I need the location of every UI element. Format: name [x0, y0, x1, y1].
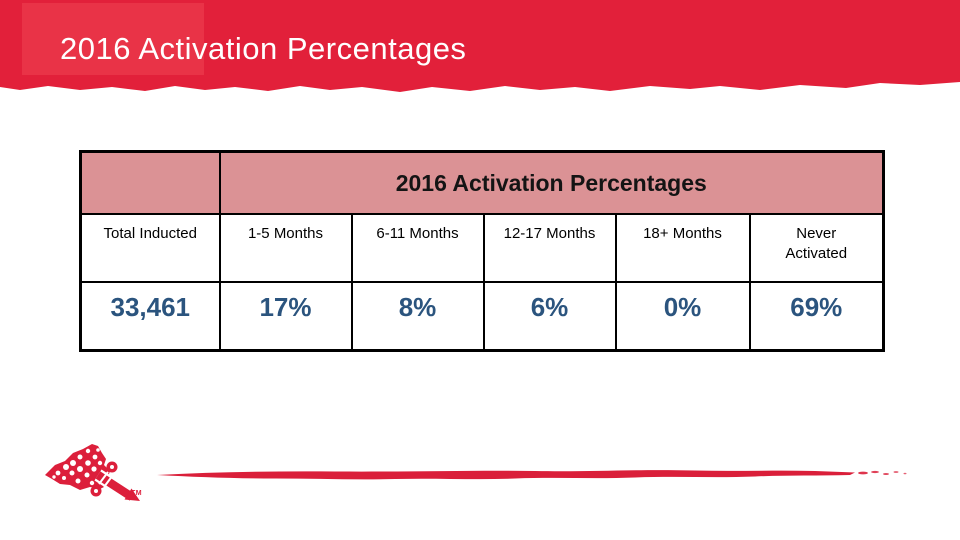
- activation-table: 2016 Activation Percentages Total Induct…: [79, 150, 886, 352]
- page-title: 2016 Activation Percentages: [60, 31, 467, 66]
- value-12-17-months: 6%: [482, 281, 617, 352]
- table-header-row: Total Inducted 1-5 Months 6-11 Months 12…: [79, 213, 885, 283]
- value-never-activated: 69%: [748, 281, 885, 352]
- value-1-5-months: 17%: [218, 281, 353, 352]
- trademark-label: TM: [131, 490, 143, 497]
- col-header-total-inducted: Total Inducted: [79, 213, 221, 283]
- value-6-11-months: 8%: [350, 281, 485, 352]
- header-band-shape: [0, 0, 960, 92]
- col-header-18-plus-months: 18+ Months: [614, 213, 751, 283]
- table-title-empty-cell: [79, 150, 221, 215]
- col-header-6-11-months: 6-11 Months: [350, 213, 485, 283]
- table-title-cell: 2016 Activation Percentages: [218, 150, 885, 215]
- col-header-1-5-months: 1-5 Months: [218, 213, 353, 283]
- value-total-inducted: 33,461: [79, 281, 221, 352]
- col-header-never-activated: Never Activated: [748, 213, 885, 283]
- table-title-row: 2016 Activation Percentages: [79, 150, 885, 215]
- header-band: 2016 Activation Percentages: [0, 0, 960, 100]
- col-header-12-17-months: 12-17 Months: [482, 213, 617, 283]
- order-of-the-arrow-logo-icon: [45, 444, 140, 503]
- title-accent-rect: [22, 3, 204, 75]
- table-value-row: 33,461 17% 8% 6% 0% 69%: [79, 281, 885, 352]
- brush-stroke-divider: [157, 470, 907, 480]
- value-18-plus-months: 0%: [614, 281, 751, 352]
